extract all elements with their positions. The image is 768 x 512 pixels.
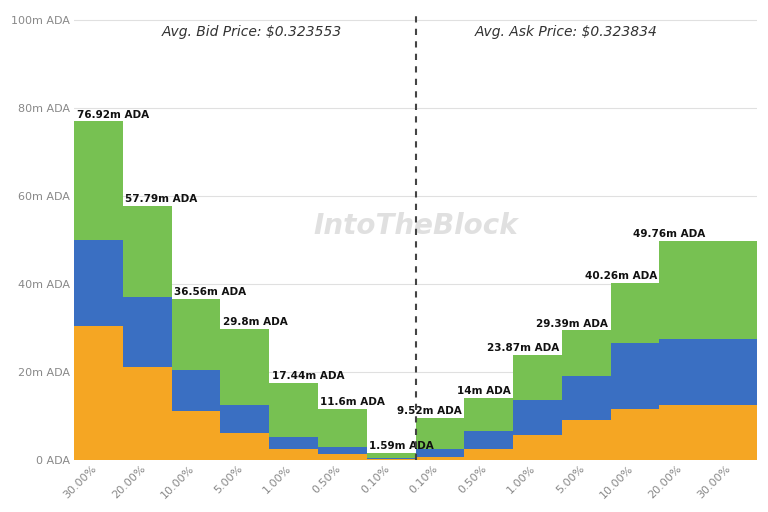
Bar — [415, 418, 465, 449]
Bar — [220, 329, 270, 404]
Bar — [660, 339, 708, 404]
Bar — [220, 433, 270, 460]
Bar — [708, 339, 757, 404]
Bar — [513, 436, 562, 460]
Bar — [611, 343, 660, 409]
Text: 17.44m ADA: 17.44m ADA — [272, 371, 344, 381]
Bar — [220, 404, 270, 433]
Text: 11.6m ADA: 11.6m ADA — [320, 397, 386, 407]
Text: 40.26m ADA: 40.26m ADA — [584, 271, 657, 281]
Text: 57.79m ADA: 57.79m ADA — [125, 194, 197, 204]
Text: 36.56m ADA: 36.56m ADA — [174, 287, 247, 297]
Bar — [123, 297, 172, 367]
Bar — [74, 121, 123, 240]
Bar — [708, 404, 757, 460]
Bar — [660, 241, 708, 339]
Bar — [74, 326, 123, 460]
Bar — [270, 437, 318, 449]
Text: 29.8m ADA: 29.8m ADA — [223, 317, 288, 327]
Bar — [123, 205, 172, 297]
Text: 29.39m ADA: 29.39m ADA — [536, 318, 608, 329]
Bar — [513, 355, 562, 400]
Bar — [270, 449, 318, 460]
Text: Avg. Ask Price: $0.323834: Avg. Ask Price: $0.323834 — [475, 25, 657, 38]
Bar — [562, 330, 611, 376]
Bar — [611, 283, 660, 343]
Bar — [513, 400, 562, 436]
Bar — [465, 431, 513, 449]
Text: 9.52m ADA: 9.52m ADA — [397, 406, 462, 416]
Bar — [123, 367, 172, 460]
Text: 23.87m ADA: 23.87m ADA — [487, 343, 559, 353]
Bar — [172, 370, 220, 411]
Bar — [270, 383, 318, 437]
Text: 1.59m ADA: 1.59m ADA — [369, 441, 434, 451]
Bar — [367, 458, 415, 459]
Text: 14m ADA: 14m ADA — [457, 387, 511, 396]
Bar — [562, 376, 611, 420]
Text: 76.92m ADA: 76.92m ADA — [77, 110, 149, 120]
Bar — [318, 409, 367, 447]
Bar — [367, 453, 415, 458]
Bar — [172, 299, 220, 370]
Bar — [318, 447, 367, 455]
Bar — [611, 409, 660, 460]
Bar — [415, 449, 465, 457]
Text: 49.76m ADA: 49.76m ADA — [634, 229, 706, 239]
Bar — [465, 449, 513, 460]
Bar — [660, 404, 708, 460]
Text: IntoTheBlock: IntoTheBlock — [313, 212, 518, 241]
Text: Avg. Bid Price: $0.323553: Avg. Bid Price: $0.323553 — [161, 25, 342, 38]
Bar — [562, 420, 611, 460]
Bar — [172, 411, 220, 460]
Bar — [318, 455, 367, 460]
Bar — [74, 240, 123, 326]
Bar — [708, 241, 757, 339]
Bar — [415, 457, 465, 460]
Bar — [465, 398, 513, 431]
